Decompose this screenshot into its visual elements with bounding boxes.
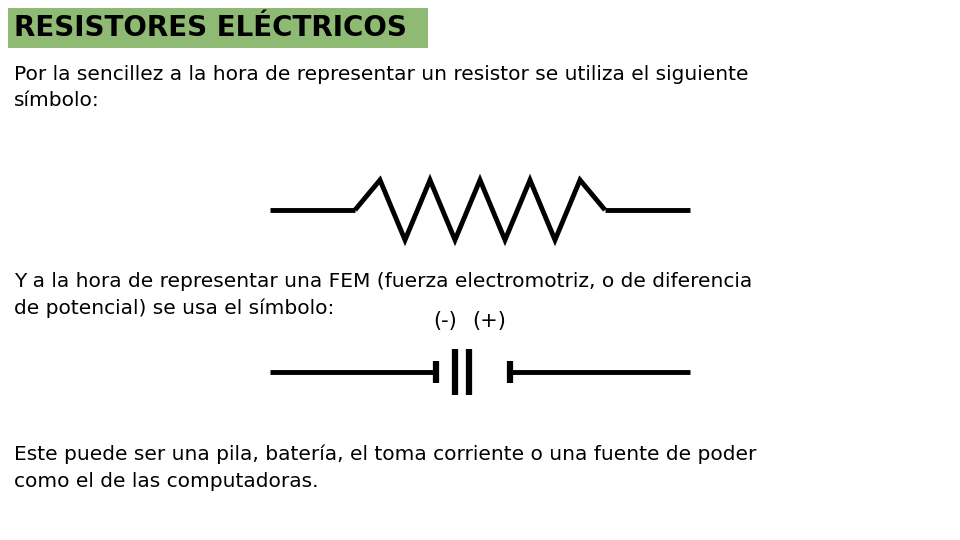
FancyBboxPatch shape	[8, 8, 428, 48]
Text: Este puede ser una pila, batería, el toma corriente o una fuente de poder
como e: Este puede ser una pila, batería, el tom…	[14, 445, 756, 491]
Text: (+): (+)	[472, 311, 507, 331]
Text: RESISTORES ELÉCTRICOS: RESISTORES ELÉCTRICOS	[14, 14, 407, 42]
Text: Y a la hora de representar una FEM (fuerza electromotriz, o de diferencia
de pot: Y a la hora de representar una FEM (fuer…	[14, 272, 753, 318]
Text: Por la sencillez a la hora de representar un resistor se utiliza el siguiente
sí: Por la sencillez a la hora de representa…	[14, 65, 749, 111]
Text: (-): (-)	[434, 311, 457, 331]
